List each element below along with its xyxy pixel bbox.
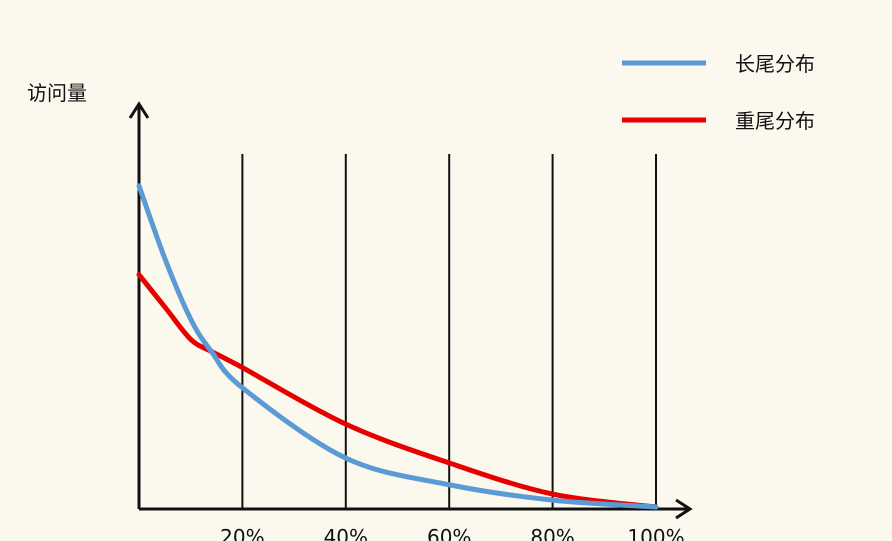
x-tick-labels: 20% 40% 60% 80% 100% bbox=[220, 525, 684, 541]
y-axis-arrow bbox=[128, 101, 150, 119]
x-tick-label: 100% bbox=[627, 525, 684, 541]
x-tick-label: 20% bbox=[220, 525, 264, 541]
legend-label: 长尾分布 bbox=[735, 52, 815, 76]
legend-label: 重尾分布 bbox=[735, 109, 815, 133]
gridlines bbox=[241, 154, 657, 509]
series bbox=[136, 183, 659, 510]
x-tick-label: 80% bbox=[530, 525, 574, 541]
axes bbox=[128, 101, 693, 520]
series-line bbox=[136, 272, 659, 510]
x-axis-arrow bbox=[675, 498, 693, 520]
y-axis-label: 访问量 bbox=[27, 81, 87, 105]
x-tick-label: 60% bbox=[427, 525, 471, 541]
x-tick-label: 40% bbox=[324, 525, 368, 541]
series-line bbox=[136, 183, 659, 510]
